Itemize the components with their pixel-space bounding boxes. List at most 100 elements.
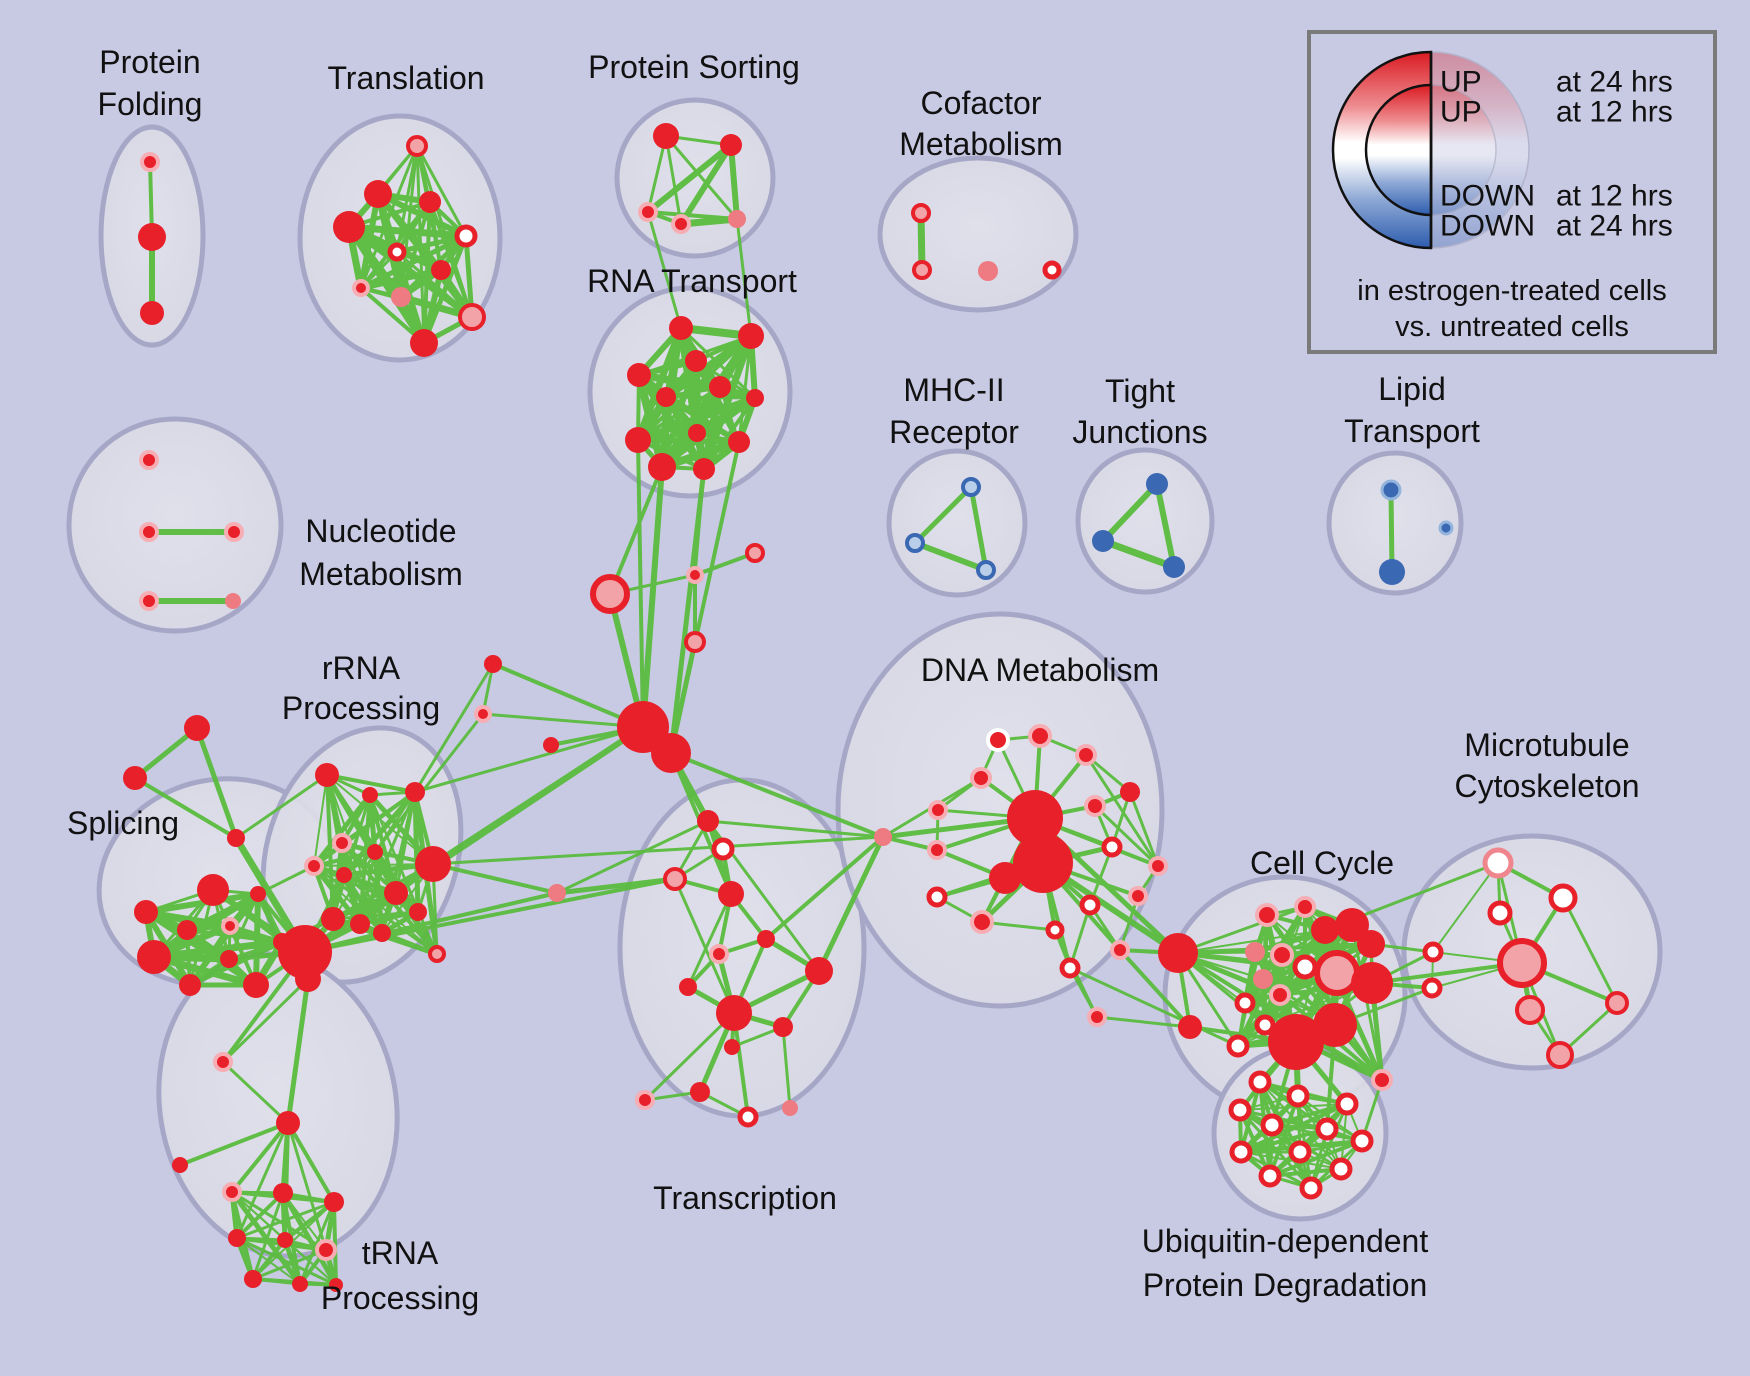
node-white-ring-ub [1286, 1084, 1310, 1108]
node-pink-center-hb [590, 574, 630, 614]
edge-dm [1068, 903, 1092, 970]
node-red-pf [138, 223, 166, 251]
node-white-ring-ub [1248, 1070, 1272, 1094]
node-red-cc [1313, 1003, 1357, 1047]
node-red-tx [773, 1017, 793, 1037]
edge-sp [143, 891, 261, 915]
node-pink-halo-dm [1028, 724, 1052, 748]
edge-rr [331, 862, 435, 921]
node-blue-ring-mh [905, 533, 925, 553]
node-pink-center-cf [911, 203, 931, 223]
edge-ub [1239, 1127, 1329, 1154]
node-pink-halo-dm [1110, 940, 1130, 960]
link-edge [636, 438, 645, 729]
node-red-tx [757, 930, 775, 948]
edge-tn [286, 1121, 328, 1252]
cluster-ellipse-ps [614, 97, 776, 259]
link-edge [303, 891, 559, 954]
node-red-tx [724, 1039, 740, 1055]
edge-rr [380, 790, 417, 935]
node-red-ps [720, 134, 742, 156]
cluster-label-dm: DNA Metabolism [921, 652, 1159, 688]
legend-down-12-time: at 12 hrs [1556, 180, 1673, 213]
node-red-rr [384, 881, 408, 905]
node-white-ring-mc [1421, 977, 1443, 999]
node-pink-halo-dm [970, 767, 992, 789]
cluster-label-mc: Microtubule [1464, 727, 1629, 763]
node-white-ring-ub [1350, 1129, 1374, 1153]
node-red-rt [693, 458, 715, 480]
cluster-label-tj: Tight [1105, 373, 1175, 409]
edge-dm [1093, 804, 1160, 868]
link-edge [640, 464, 665, 730]
link-edge [431, 862, 559, 895]
cluster-label-ub: Protein Degradation [1143, 1267, 1428, 1303]
edge-tj [1100, 481, 1160, 544]
node-white-ring-dm [1079, 894, 1101, 916]
node-red-sp [197, 874, 229, 906]
node-red-rt [685, 350, 707, 372]
node-red-tx [679, 978, 697, 996]
node-pink-halo-dm [1128, 886, 1148, 906]
node-pink-halo-rr [332, 833, 352, 853]
edge-rr [332, 851, 376, 920]
cluster-label-sp: Splicing [67, 805, 179, 841]
node-red-pf [140, 301, 164, 325]
node-pink-halo-tn [213, 1052, 233, 1072]
node-red-sp [179, 974, 201, 996]
node-pink-center-mc [1497, 938, 1547, 988]
node-blue-tj [1146, 473, 1168, 495]
edge-tr [395, 250, 474, 319]
cluster-label-nm: Nucleotide [305, 513, 456, 549]
edge-dm [1084, 753, 1160, 868]
link-edge [608, 465, 664, 596]
edge-rt [702, 396, 757, 471]
cluster-label-pf: Protein [99, 44, 200, 80]
node-red-hb [484, 655, 502, 673]
edge-tg [132, 725, 200, 781]
node-white-ring-mc [1487, 900, 1513, 926]
edge-tn [235, 1236, 338, 1287]
edge-sp [228, 924, 284, 944]
node-pink-cc [1253, 969, 1273, 989]
node-red-rr [367, 844, 383, 860]
cluster-ellipse-mh [886, 448, 1028, 598]
node-pink-tx [548, 884, 566, 902]
node-pink-halo-cc [1270, 943, 1294, 967]
node-pink-tr [391, 287, 411, 307]
node-red-tn [277, 1232, 293, 1248]
node-pink-halo-hb [474, 705, 492, 723]
edge-mh [968, 484, 989, 573]
node-pink-halo-tx [709, 944, 729, 964]
node-blue-tj [1092, 530, 1114, 552]
node-pink-center-hb [745, 543, 765, 563]
node-pink-halo-nm [139, 522, 159, 542]
edge-ps [646, 134, 668, 214]
edge-tn [283, 1200, 336, 1242]
edge-rt [737, 334, 753, 444]
link-edge [706, 819, 885, 839]
node-white-ring-dm [1059, 957, 1081, 979]
node-red-cc [1357, 930, 1385, 958]
node-pink-halo-cc [1371, 1069, 1393, 1091]
node-red-rr [409, 903, 427, 921]
node-pink-halo-cc [1294, 896, 1316, 918]
cluster-label-tn: tRNA [362, 1235, 439, 1271]
cluster-label-lt: Transport [1344, 413, 1480, 449]
edge-tr [345, 223, 476, 321]
node-red-cc [1335, 908, 1369, 942]
node-pink-halo-tr [352, 279, 370, 297]
cluster-label-mh: MHC-II [903, 372, 1004, 408]
node-white-ring-dm [926, 886, 948, 908]
link-edge [221, 977, 310, 1064]
node-red-tx [716, 995, 752, 1031]
node-red-dm [1007, 790, 1063, 846]
node-white-ring-cc [1254, 1014, 1276, 1036]
link-edge [764, 835, 885, 941]
edge-tr [394, 233, 469, 255]
node-pink-center-cc [1314, 950, 1360, 996]
node-red-tn [329, 1278, 343, 1292]
cluster-label-tx: Transcription [653, 1180, 837, 1216]
node-pink-halo-dm [928, 800, 948, 820]
